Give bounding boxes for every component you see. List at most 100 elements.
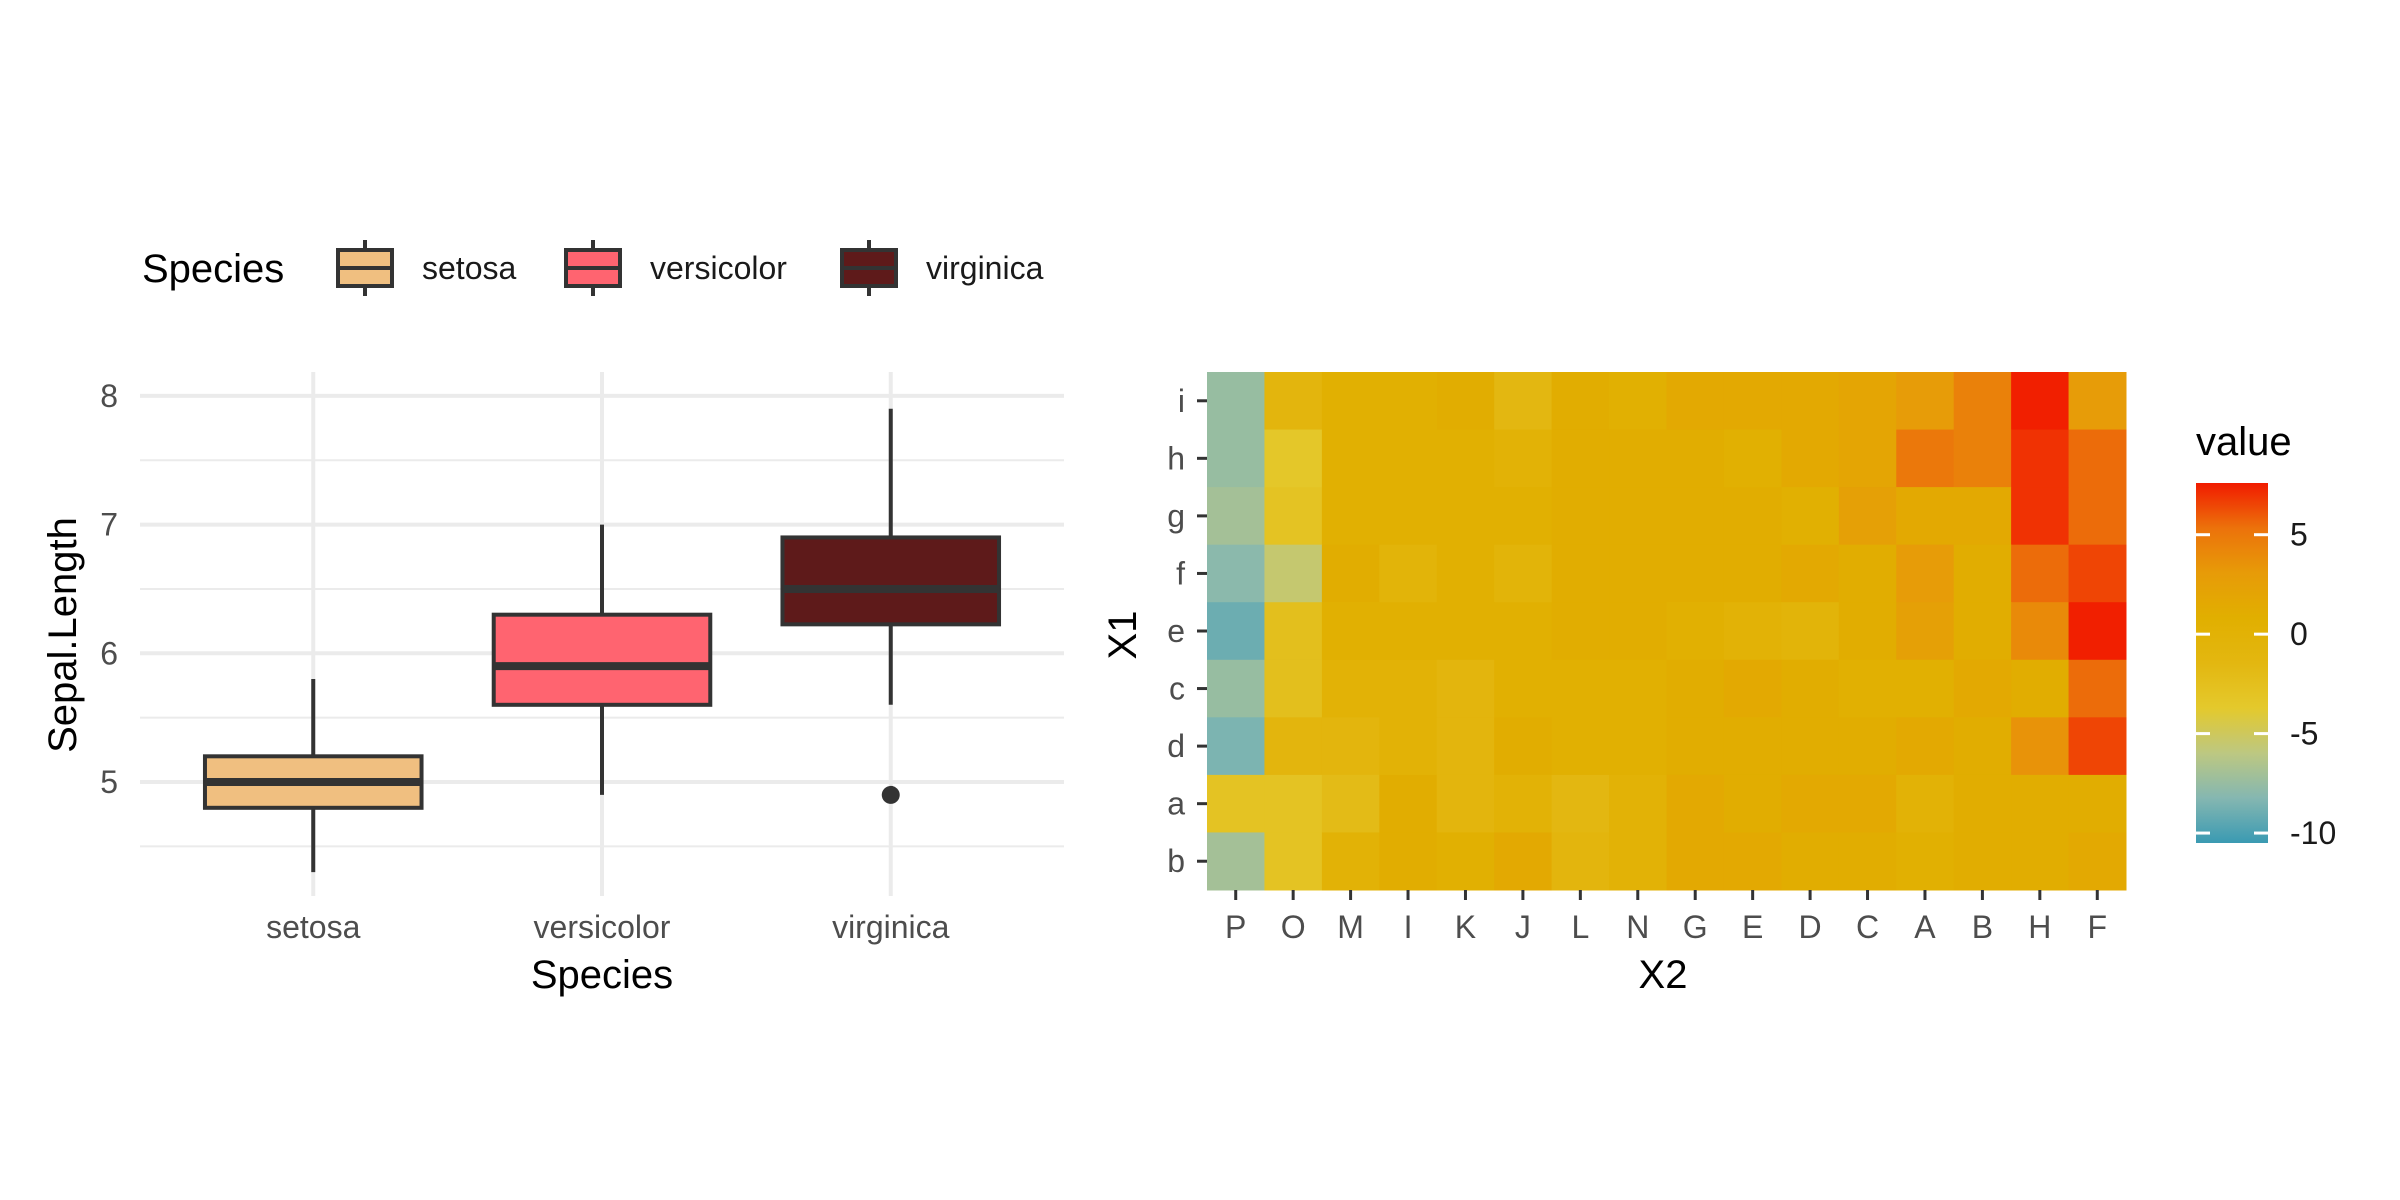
heatmap-cell	[2068, 429, 2127, 488]
heatmap-x-tick-label: J	[1515, 909, 1531, 945]
boxplot-marks	[202, 408, 1002, 873]
heatmap-cell	[1896, 602, 1955, 661]
colorbar-tick-label: 0	[2290, 616, 2308, 652]
boxplot-x-tick-labels: setosa versicolor virginica	[266, 909, 950, 945]
heatmap-x-axis-title: X2	[1639, 953, 1688, 997]
heatmap-cell	[1264, 372, 1323, 431]
heatmap-cell	[1436, 372, 1495, 431]
heatmap-cell	[1494, 659, 1553, 718]
heatmap-y-tick-label: g	[1167, 498, 1185, 534]
heatmap-cell	[1207, 832, 1265, 891]
colorbar-gradient	[2196, 483, 2268, 843]
heatmap-cell	[1551, 429, 1610, 488]
heatmap-cell	[1896, 717, 1955, 776]
heatmap-cell	[1207, 487, 1265, 546]
heatmap-cell	[1723, 372, 1782, 431]
heatmap-cell	[1379, 774, 1438, 833]
heatmap-cell	[1551, 372, 1610, 431]
heatmap-cell	[1896, 429, 1955, 488]
heatmap-x-tick-label: G	[1683, 909, 1708, 945]
heatmap-cell	[2011, 544, 2070, 603]
heatmap-cell	[1551, 774, 1610, 833]
heatmap-cell	[2068, 832, 2127, 891]
heatmap-cell	[1207, 774, 1265, 833]
legend-key-virginica: virginica	[840, 240, 1044, 296]
heatmap-cell	[1666, 717, 1725, 776]
heatmap-y-tick-label: i	[1178, 383, 1185, 419]
heatmap-cell	[1551, 487, 1610, 546]
heatmap-cell	[2068, 717, 2127, 776]
heatmap-x-tick-label: O	[1281, 909, 1306, 945]
heatmap-cell	[1379, 832, 1438, 891]
heatmap-cell	[1379, 544, 1438, 603]
heatmap-cell	[1896, 832, 1955, 891]
heatmap-cell	[1953, 544, 2012, 603]
heatmap-x-tick-label: E	[1742, 909, 1763, 945]
heatmap-cell	[2068, 544, 2127, 603]
heatmap-cell	[1781, 717, 1840, 776]
heatmap-y-tick-label: a	[1167, 786, 1185, 822]
heatmap-cell	[2011, 832, 2070, 891]
heatmap-cell	[1264, 717, 1323, 776]
boxplot-chart: Species setosa versicolor virginica 5 6 7 8 s…	[41, 240, 1064, 997]
heatmap-cell	[1494, 602, 1553, 661]
heatmap-cell	[1666, 832, 1725, 891]
heatmap-y-tick-label: b	[1167, 843, 1185, 879]
heatmap-x-tick-label: D	[1799, 909, 1822, 945]
heatmap-cell	[2068, 372, 2127, 431]
heatmap-cell	[1838, 602, 1897, 661]
heatmap-cell	[1207, 659, 1265, 718]
box-iqr	[491, 612, 713, 707]
heatmap-y-tick-label: h	[1167, 440, 1185, 476]
heatmap-cell	[2068, 602, 2127, 661]
heatmap-cell	[1321, 832, 1380, 891]
heatmap-cell	[1723, 774, 1782, 833]
boxplot-y-axis-title: Sepal.Length	[41, 517, 85, 753]
heatmap-x-tick-label: B	[1972, 909, 1993, 945]
heatmap-cell	[1264, 487, 1323, 546]
boxplot-legend-keys: setosa versicolor virginica	[336, 240, 1044, 296]
heatmap-y-tick-label: d	[1167, 728, 1185, 764]
heatmap-cell	[1781, 832, 1840, 891]
heatmap-cell	[1609, 717, 1667, 776]
heatmap-cell	[2011, 487, 2070, 546]
heatmap-cell	[1666, 372, 1725, 431]
boxplot-x-tick-label: versicolor	[534, 909, 671, 945]
heatmap-x-tick-label: H	[2028, 909, 2051, 945]
heatmap-x-tick-label: F	[2088, 909, 2108, 945]
heatmap-y-tick-label: c	[1169, 671, 1185, 707]
heatmap-cell	[1609, 487, 1667, 546]
heatmap-cell	[1264, 602, 1323, 661]
heatmap-cell	[1723, 659, 1782, 718]
heatmap-cell	[1838, 659, 1897, 718]
heatmap-cell	[1723, 544, 1782, 603]
heatmap-cell	[1781, 429, 1840, 488]
heatmap-cell	[1896, 544, 1955, 603]
heatmap-cell	[1609, 659, 1667, 718]
boxplot-legend: Species setosa versicolor virginica	[142, 240, 1044, 296]
heatmap-cell	[1838, 544, 1897, 603]
heatmap-cell	[1264, 659, 1323, 718]
colorbar-tick-label: 5	[2290, 517, 2308, 553]
heatmap-x-tick-label: L	[1571, 909, 1589, 945]
legend-key-setosa: setosa	[336, 240, 516, 296]
heatmap-cell	[1321, 544, 1380, 603]
heatmap-cell	[2011, 429, 2070, 488]
heatmap-x-tick-label: N	[1626, 909, 1649, 945]
colorbar-tick-label: -5	[2290, 716, 2318, 752]
boxplot-x-axis-title: Species	[531, 953, 673, 997]
heatmap-cell	[2068, 659, 2127, 718]
heatmap-x-tick-label: M	[1337, 909, 1364, 945]
heatmap-cell	[1666, 487, 1725, 546]
heatmap-cell	[1838, 774, 1897, 833]
heatmap-cell	[1838, 429, 1897, 488]
heatmap-cell	[1666, 774, 1725, 833]
heatmap-cell	[1551, 832, 1610, 891]
colorbar-ticks: 5 0 -5 -10	[2196, 517, 2336, 851]
box-setosa	[202, 679, 424, 873]
boxplot-y-tick-label: 5	[100, 764, 118, 800]
heatmap-cell	[1494, 429, 1553, 488]
heatmap-y-tick-label: f	[1176, 555, 1185, 591]
heatmap-cell	[2011, 659, 2070, 718]
